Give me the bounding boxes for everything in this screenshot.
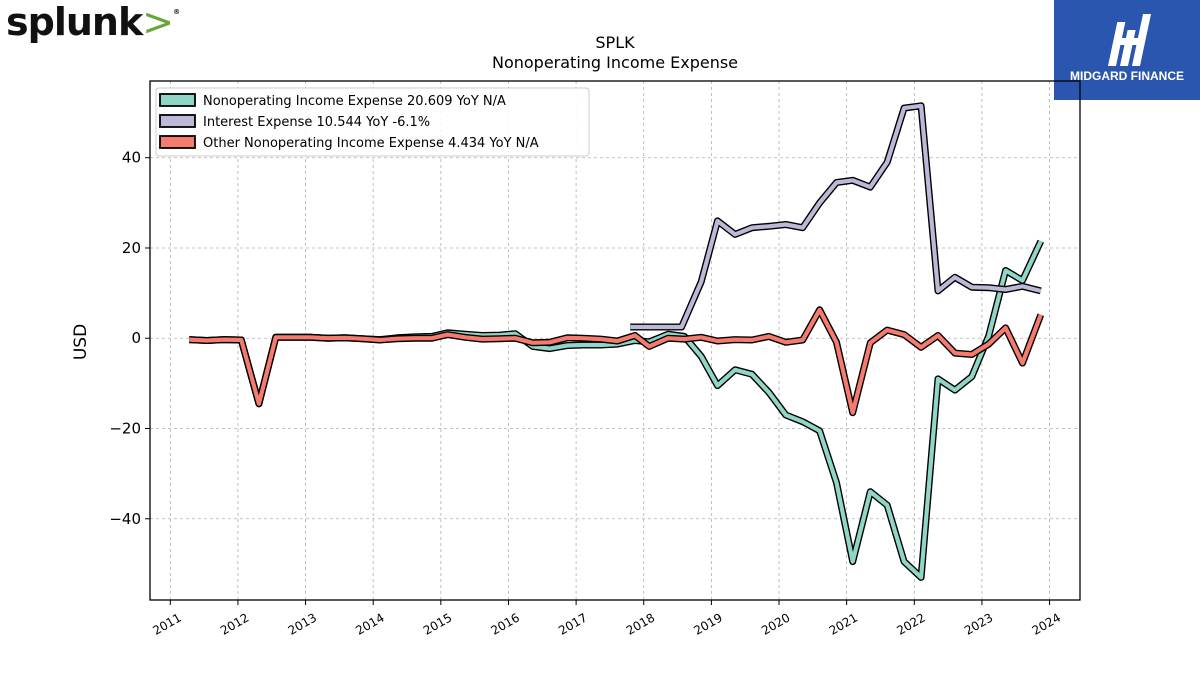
y-tick-label: 20 [122, 239, 141, 257]
x-tick-label: 2021 [827, 610, 860, 637]
series-line [189, 307, 1043, 415]
legend-swatch [159, 135, 196, 149]
legend-box [155, 87, 590, 157]
chart-title: SPLK [595, 33, 635, 52]
legend-swatch [159, 93, 196, 107]
x-tick-label: 2014 [353, 610, 386, 637]
midgard-emblem-icon [1107, 14, 1152, 66]
y-tick-label: 40 [122, 149, 141, 167]
series-line-outline [189, 239, 1044, 581]
y-tick-label: −20 [109, 420, 141, 438]
legend-entry: Other Nonoperating Income Expense 4.434 … [203, 136, 539, 151]
x-tick-label: 2015 [421, 610, 454, 637]
x-tick-label: 2012 [218, 610, 251, 637]
x-tick-label: 2013 [286, 610, 319, 637]
legend-entry: Nonoperating Income Expense 20.609 YoY N… [203, 94, 506, 109]
splunk-logo: splunk>® [6, 0, 180, 44]
y-axis-label: USD [71, 324, 91, 360]
legend-entry: Interest Expense 10.544 YoY -6.1% [203, 115, 430, 130]
x-tick-label: 2019 [691, 610, 724, 637]
x-tick-label: 2011 [150, 610, 183, 637]
midgard-finance-logo: MIDGARD FINANCE [1054, 0, 1200, 100]
chart-subtitle: Nonoperating Income Expense [492, 53, 738, 72]
y-tick-label: 0 [131, 329, 141, 347]
x-tick-label: 2024 [1030, 610, 1063, 637]
x-tick-label: 2016 [489, 610, 522, 637]
midgard-finance-name: MIDGARD FINANCE [1070, 69, 1184, 83]
legend-swatch [159, 114, 196, 128]
series-nonoperating-income-expense [189, 239, 1044, 581]
series-line [630, 103, 1042, 330]
splunk-logo-mark: > [142, 0, 174, 44]
x-tick-label: 2017 [556, 610, 589, 637]
x-tick-label: 2020 [759, 610, 792, 637]
splunk-logo-reg: ® [173, 8, 180, 16]
splunk-logo-text: splunk [6, 0, 143, 44]
series-interest-expense [630, 102, 1042, 331]
series-line-outline [630, 102, 1042, 331]
y-tick-label: −40 [109, 510, 141, 528]
series-line [189, 240, 1043, 580]
x-tick-label: 2023 [962, 610, 995, 637]
series-lines [189, 102, 1045, 581]
x-tick-label: 2022 [894, 610, 927, 637]
legend: Nonoperating Income Expense 20.609 YoY N… [155, 87, 590, 157]
plot-area-frame [149, 80, 1081, 601]
series-other-nonoperating-income-expense [189, 306, 1045, 417]
series-line-outline [189, 306, 1045, 417]
x-tick-label: 2018 [624, 610, 657, 637]
